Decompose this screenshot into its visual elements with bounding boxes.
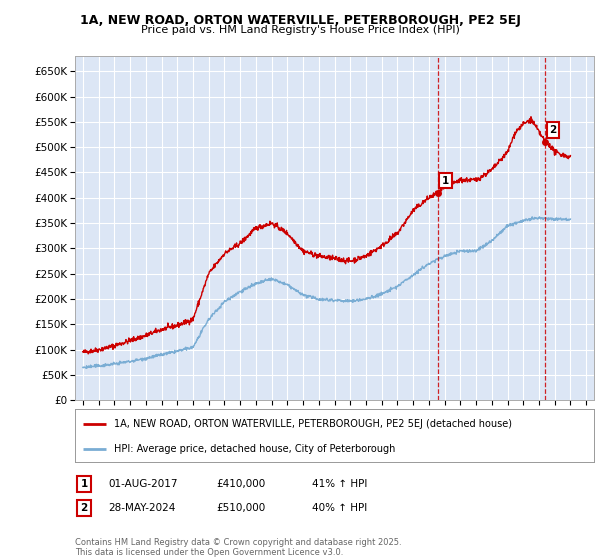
Text: HPI: Average price, detached house, City of Peterborough: HPI: Average price, detached house, City… <box>114 444 395 454</box>
Text: Contains HM Land Registry data © Crown copyright and database right 2025.
This d: Contains HM Land Registry data © Crown c… <box>75 538 401 557</box>
Text: Price paid vs. HM Land Registry's House Price Index (HPI): Price paid vs. HM Land Registry's House … <box>140 25 460 35</box>
Text: 01-AUG-2017: 01-AUG-2017 <box>108 479 178 489</box>
Text: 1A, NEW ROAD, ORTON WATERVILLE, PETERBOROUGH, PE2 5EJ: 1A, NEW ROAD, ORTON WATERVILLE, PETERBOR… <box>80 14 520 27</box>
Text: 1A, NEW ROAD, ORTON WATERVILLE, PETERBOROUGH, PE2 5EJ (detached house): 1A, NEW ROAD, ORTON WATERVILLE, PETERBOR… <box>114 419 512 429</box>
Text: £410,000: £410,000 <box>216 479 265 489</box>
Text: 1: 1 <box>442 176 449 185</box>
Text: 28-MAY-2024: 28-MAY-2024 <box>108 503 175 513</box>
Text: 2: 2 <box>80 503 88 513</box>
Text: 40% ↑ HPI: 40% ↑ HPI <box>312 503 367 513</box>
Text: 1: 1 <box>80 479 88 489</box>
Text: 41% ↑ HPI: 41% ↑ HPI <box>312 479 367 489</box>
Text: £510,000: £510,000 <box>216 503 265 513</box>
Text: 2: 2 <box>550 125 557 135</box>
